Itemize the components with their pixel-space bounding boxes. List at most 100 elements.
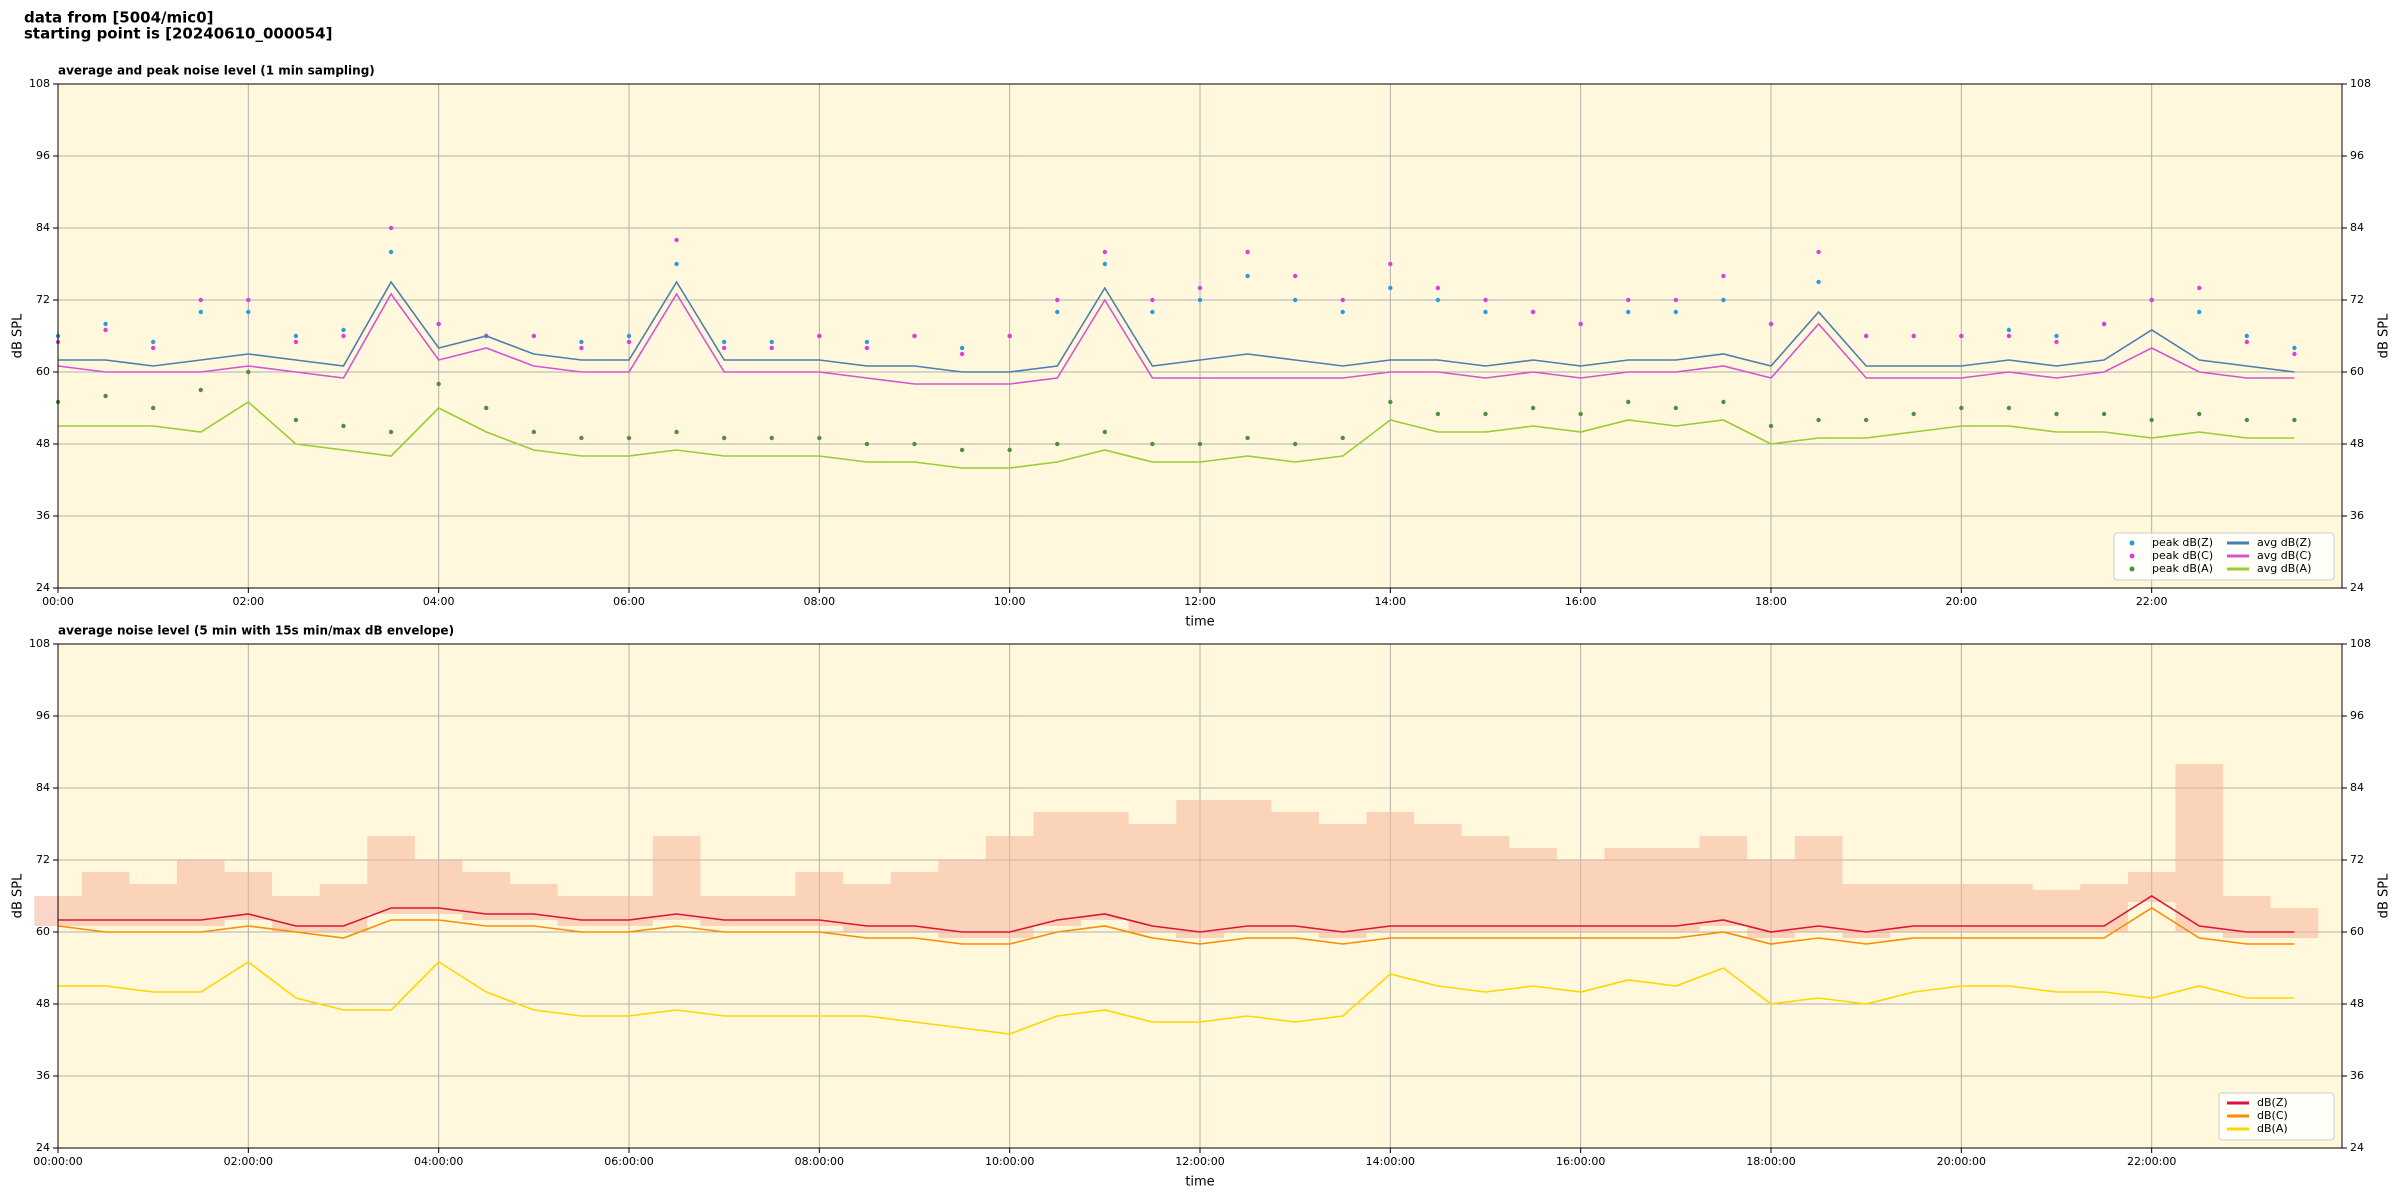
x-tick-label: 18:00:00: [1746, 1155, 1795, 1168]
peak-point: [1816, 279, 1821, 285]
peak-point: [1626, 399, 1631, 405]
peak-point: [293, 417, 299, 423]
x-tick-label: 20:00: [1945, 595, 1977, 608]
series-line: [57, 292, 2295, 385]
peak-point: [531, 333, 537, 339]
envelope-band: [1128, 824, 1177, 932]
x-tick-label: 08:00: [803, 595, 835, 608]
peak-point: [246, 369, 251, 375]
peak-point: [2197, 309, 2202, 315]
envelope-band: [1794, 836, 1843, 932]
peak-point: [150, 405, 156, 411]
peak-point: [2244, 333, 2250, 339]
peak-point: [2149, 297, 2154, 303]
peak-point: [1292, 297, 1298, 303]
peak-point: [2292, 345, 2297, 351]
peak-point: [1959, 333, 1964, 339]
peak-point: [103, 321, 108, 327]
peak-point: [341, 327, 346, 333]
peak-point: [2197, 411, 2202, 417]
peak-point: [388, 249, 394, 255]
peak-point: [1768, 321, 1774, 327]
page-subtitle: starting point is [20240610_000054]: [24, 25, 332, 43]
envelope-band: [2175, 764, 2224, 932]
legend-box: [2113, 532, 2335, 581]
peak-point: [626, 339, 632, 345]
envelope-band: [2223, 896, 2271, 938]
envelope-band: [938, 860, 986, 938]
x-tick-label: 10:00: [994, 595, 1026, 608]
envelope-band: [81, 872, 130, 926]
peak-point: [1483, 411, 1488, 417]
envelope-band: [1889, 884, 1938, 932]
peak-point: [198, 297, 203, 303]
x-tick-label: 14:00:00: [1366, 1155, 1415, 1168]
series-line: [57, 907, 2295, 945]
envelope-band: [319, 884, 368, 932]
x-tick-label: 04:00: [423, 595, 455, 608]
envelope-band: [2127, 872, 2176, 902]
peak-point: [484, 405, 489, 411]
envelope-band: [1081, 812, 1129, 920]
peak-point: [436, 381, 441, 387]
y-tick-label: 108: [29, 77, 50, 90]
peak-point: [2054, 411, 2059, 417]
envelope-band: [1461, 836, 1510, 932]
x-tick-label: 14:00: [1374, 595, 1406, 608]
envelope-band: [1556, 860, 1605, 932]
envelope-band: [890, 872, 939, 932]
peak-point: [1530, 405, 1536, 411]
x-tick-label: 06:00: [613, 595, 645, 608]
peak-point: [2101, 321, 2107, 327]
peak-point: [579, 339, 584, 345]
legend-label: avg dB(C): [2257, 549, 2312, 562]
x-tick-label: 00:00: [42, 595, 74, 608]
peak-point: [1721, 297, 1726, 303]
y-axis-label: dB SPL: [11, 873, 26, 918]
y-tick-label-right: 96: [2350, 709, 2364, 722]
peak-point: [1530, 309, 1536, 315]
peak-point: [150, 339, 156, 345]
envelope-band: [700, 896, 748, 926]
envelope-band: [129, 884, 177, 926]
peak-point: [2054, 339, 2059, 345]
peak-point: [1863, 417, 1869, 423]
peak-point: [1102, 261, 1108, 267]
peak-point: [2006, 405, 2012, 411]
y-tick-label-right: 84: [2350, 781, 2364, 794]
envelope-band: [1033, 812, 1082, 926]
peak-point: [103, 327, 108, 333]
envelope-band: [652, 836, 701, 920]
peak-point: [1245, 249, 1250, 255]
peak-point: [198, 387, 203, 393]
peak-point: [1340, 309, 1345, 315]
x-tick-label: 18:00: [1755, 595, 1787, 608]
y-axis-label: dB SPL: [11, 313, 26, 358]
legend-label: dB(A): [2257, 1122, 2288, 1135]
y-tick-label-right: 60: [2350, 925, 2364, 938]
envelope-band: [462, 872, 511, 920]
y-tick-label-right: 36: [2350, 1069, 2364, 1082]
page-title: data from [5004/mic0]: [24, 9, 214, 27]
peak-point: [1959, 405, 1964, 411]
peak-point: [2149, 417, 2154, 423]
legend-label: peak dB(Z): [2152, 536, 2213, 549]
x-tick-label: 22:00: [2136, 595, 2168, 608]
envelope-band: [224, 872, 273, 920]
envelope-band: [747, 896, 796, 926]
peak-point: [721, 345, 727, 351]
series-line: [58, 280, 2295, 373]
peak-point: [2244, 339, 2250, 345]
x-tick-label: 10:00:00: [985, 1155, 1034, 1168]
series-line: [58, 401, 2295, 469]
peak-point: [1626, 297, 1631, 303]
y-tick-label: 72: [36, 853, 50, 866]
peak-point: [1007, 333, 1012, 339]
y-tick-label: 60: [36, 925, 50, 938]
peak-point: [912, 441, 917, 447]
peak-point: [1721, 273, 1726, 279]
peak-point: [436, 321, 441, 327]
peak-point: [721, 339, 727, 345]
envelope-band: [795, 872, 844, 926]
peak-point: [864, 441, 870, 447]
